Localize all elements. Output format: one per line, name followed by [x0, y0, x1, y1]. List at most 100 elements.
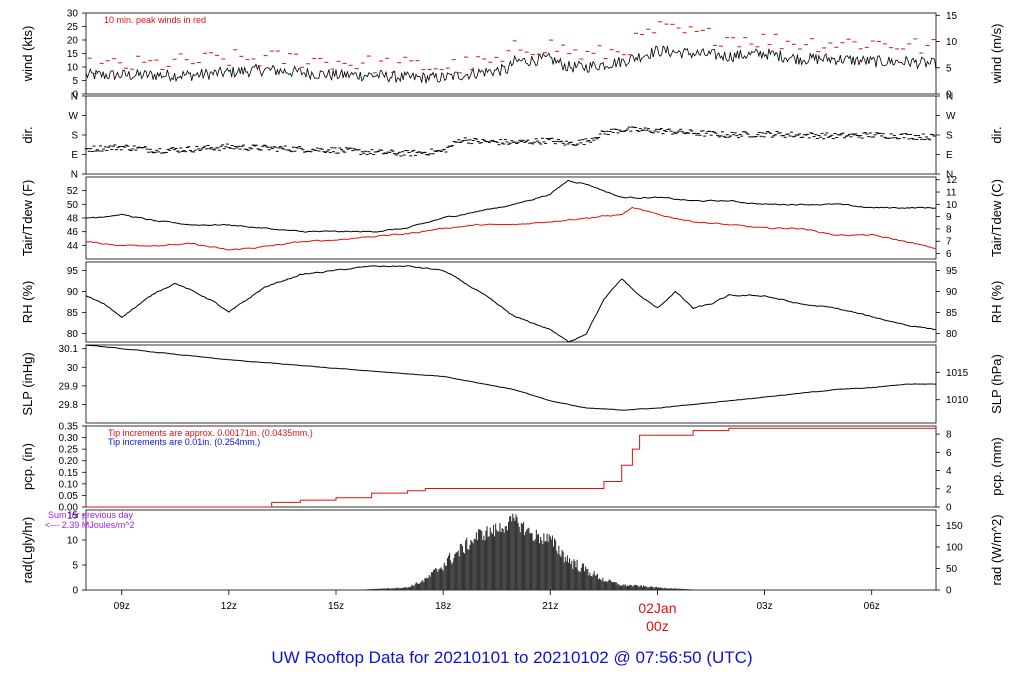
y-tick-label-right: S — [946, 131, 953, 142]
y-tick-label-left: 10 — [67, 536, 79, 547]
y-tick-label-right: 85 — [946, 308, 958, 319]
y-tick-label-left: 29.8 — [59, 400, 79, 411]
y-tick-label-right: 6 — [946, 249, 952, 260]
x-tick-label: 18z — [435, 601, 451, 612]
y-tick-label-left: 0.15 — [59, 468, 79, 479]
y-tick-label-left: W — [69, 111, 79, 122]
y-tick-label-left: 5 — [72, 561, 78, 572]
y-tick-label-right: 11 — [946, 188, 957, 199]
y-tick-label-right: 6 — [946, 448, 952, 459]
y-tick-label-right: 0 — [946, 503, 952, 514]
y-tick-label-left: 46 — [67, 227, 79, 238]
y-axis-label-right: pcp. (mm) — [989, 437, 1004, 496]
y-tick-label-right: 15 — [946, 11, 958, 22]
y-tick-label-left: 0.30 — [59, 433, 79, 444]
y-tick-label-left: N — [71, 170, 78, 181]
radiation-note-line1: Sum for previous day — [48, 510, 134, 520]
precip-note: Tip increments are approx. 0.00171in. (0… — [108, 428, 313, 438]
y-tick-label-left: 0.05 — [59, 491, 79, 502]
y-tick-label-left: 80 — [67, 329, 79, 340]
series-line — [85, 206, 937, 251]
y-tick-label-right: 0 — [946, 586, 952, 597]
y-tick-label-right: 150 — [946, 521, 963, 532]
x-tick-label: 03z — [757, 601, 773, 612]
y-axis-label-right: rad (W/m^2) — [989, 514, 1004, 585]
series-line — [85, 265, 937, 343]
y-axis-label-left: dir. — [20, 126, 35, 143]
panel-frame — [85, 12, 937, 95]
y-tick-label-left: S — [71, 131, 78, 142]
y-tick-label-right: 95 — [946, 266, 958, 277]
x-tick-label: 21z — [542, 601, 558, 612]
y-tick-label-right: 80 — [946, 329, 958, 340]
series-line — [85, 45, 937, 84]
y-tick-label-left: 44 — [67, 241, 79, 252]
panel-frame — [85, 344, 937, 424]
y-tick-label-left: 0.25 — [59, 445, 79, 456]
y-axis-label-left: Tair/Tdew (F) — [20, 180, 35, 257]
y-tick-label-left: 85 — [67, 308, 79, 319]
x-tick-label: 09z — [114, 601, 130, 612]
y-axis-label-left: pcp. (in) — [20, 443, 35, 490]
y-tick-label-left: 48 — [67, 214, 79, 225]
y-tick-label-left: 30 — [67, 363, 79, 374]
y-tick-label-left: 15 — [67, 511, 79, 522]
y-tick-label-left: 20 — [67, 36, 79, 47]
y-tick-label-left: 90 — [67, 287, 79, 298]
y-tick-label-right: 4 — [946, 466, 952, 477]
y-tick-label-left: 5 — [72, 76, 78, 87]
y-axis-label-left: SLP (inHg) — [20, 352, 35, 415]
y-tick-label-right: 1015 — [946, 368, 969, 379]
y-tick-label-left: N — [71, 92, 78, 103]
x-tick-label: 15z — [328, 601, 344, 612]
y-tick-label-left: 50 — [67, 200, 79, 211]
y-axis-label-right: dir. — [989, 126, 1004, 143]
y-tick-label-right: 8 — [946, 224, 952, 235]
panel-frame — [85, 261, 937, 343]
y-tick-label-left: 52 — [67, 186, 79, 197]
y-tick-label-right: N — [946, 92, 953, 103]
y-tick-label-left: 0 — [72, 90, 78, 101]
y-tick-label-left: 29.9 — [59, 381, 79, 392]
y-tick-label-right: 8 — [946, 430, 952, 441]
y-axis-label-right: wind (m/s) — [989, 24, 1004, 85]
y-tick-label-left: 25 — [67, 22, 79, 33]
y-tick-label-right: 7 — [946, 237, 952, 248]
day-marker-hour: 00z — [646, 618, 669, 634]
y-tick-label-right: 90 — [946, 287, 958, 298]
y-tick-label-right: 12 — [946, 175, 958, 186]
panel-frame — [85, 425, 937, 508]
y-tick-label-right: 10 — [946, 37, 958, 48]
y-tick-label-right: 0 — [946, 90, 952, 101]
series-line — [85, 179, 937, 233]
y-tick-label-right: E — [946, 150, 953, 161]
y-tick-label-left: 30.1 — [59, 344, 79, 355]
y-axis-label-right: SLP (hPa) — [989, 354, 1004, 414]
series-line — [85, 344, 936, 411]
y-tick-label-right: N — [946, 170, 953, 181]
precip-note: Tip increments are 0.01in. (0.254mm.) — [108, 437, 260, 447]
y-tick-label-left: 95 — [67, 266, 79, 277]
y-tick-label-right: 50 — [946, 564, 958, 575]
y-tick-label-right: 5 — [946, 63, 952, 74]
y-tick-label-right: 100 — [946, 542, 963, 553]
figure-title: UW Rooftop Data for 20210101 to 20210102… — [271, 648, 753, 667]
x-tick-label: 12z — [221, 601, 237, 612]
y-tick-label-left: 30 — [67, 9, 79, 20]
y-tick-label-left: 0.20 — [59, 456, 79, 467]
panel-frame — [85, 95, 937, 175]
y-axis-label-left: RH (%) — [20, 281, 35, 324]
radiation-note-line2: <--- 2.39 MJoules/m^2 — [45, 520, 135, 530]
y-tick-label-left: 0.10 — [59, 479, 79, 490]
day-marker-date: 02Jan — [638, 600, 676, 616]
y-tick-label-right: 9 — [946, 212, 952, 223]
x-tick-label: 06z — [864, 601, 880, 612]
y-tick-label-right: 10 — [946, 200, 958, 211]
y-axis-label-right: Tair/Tdew (C) — [989, 179, 1004, 257]
y-axis-label-left: rad(Lgly/hr) — [20, 517, 35, 583]
y-tick-label-left: E — [71, 150, 78, 161]
y-tick-label-left: 0.00 — [59, 503, 79, 514]
y-tick-label-right: 2 — [946, 484, 952, 495]
precip-step-line — [86, 427, 936, 508]
